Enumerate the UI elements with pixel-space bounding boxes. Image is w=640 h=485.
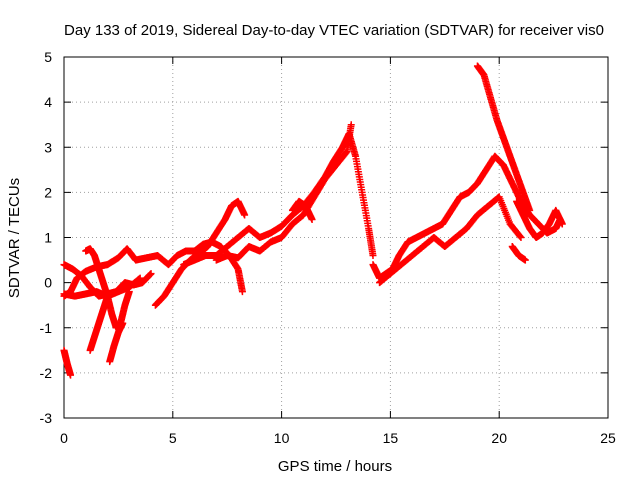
series-trace-g [106,319,127,366]
x-tick-label: 15 [383,430,399,446]
data-point [369,252,377,260]
data-point [238,288,246,296]
y-tick-label: 5 [44,49,52,65]
series-trace-o [513,197,566,241]
y-tick-label: -1 [40,320,53,336]
data-point [67,371,75,379]
x-tick-label: 0 [60,430,68,446]
series-trace-l [369,152,564,282]
x-axis-label: GPS time / hours [278,458,392,475]
x-tick-label: 10 [274,430,290,446]
data-point [558,220,566,228]
data-point [347,121,355,129]
series-trace-h [151,197,249,309]
x-tick-label: 20 [491,430,507,446]
series-trace-d [60,346,75,379]
data-point [241,211,249,219]
y-axis-label: SDTVAR / TECUs [6,178,23,298]
y-tick-label: 0 [44,275,52,291]
y-tick-label: 3 [44,139,52,155]
y-tick-label: 1 [44,230,52,246]
data-point [119,319,127,327]
y-tick-label: 2 [44,184,52,200]
chart-title: Day 133 of 2019, Sidereal Day-to-day VTE… [64,22,604,39]
data-point [308,215,316,223]
data-point [521,256,529,264]
data-point [526,206,534,214]
series-trace-p [508,243,529,264]
data-point [517,234,525,241]
series-trace-j [212,121,355,264]
data-point [136,274,144,282]
series-trace-n [473,62,534,214]
series-trace-k [288,197,316,223]
x-tick-label: 25 [600,430,616,446]
axis-ticks: 0 5 10 15 20 25 -3 -2 -1 0 1 2 3 4 5 [40,49,616,446]
grid [64,57,608,418]
data-point [147,270,155,278]
data-point [104,292,112,300]
series-trace-f [86,292,112,354]
data-point [125,288,133,296]
y-tick-label: 4 [44,94,52,110]
x-tick-label: 5 [169,430,177,446]
data-point [516,233,524,241]
y-tick-label: -2 [40,365,53,381]
data-series [60,62,566,379]
y-tick-label: -3 [40,410,53,426]
series-trace-m [376,193,525,287]
